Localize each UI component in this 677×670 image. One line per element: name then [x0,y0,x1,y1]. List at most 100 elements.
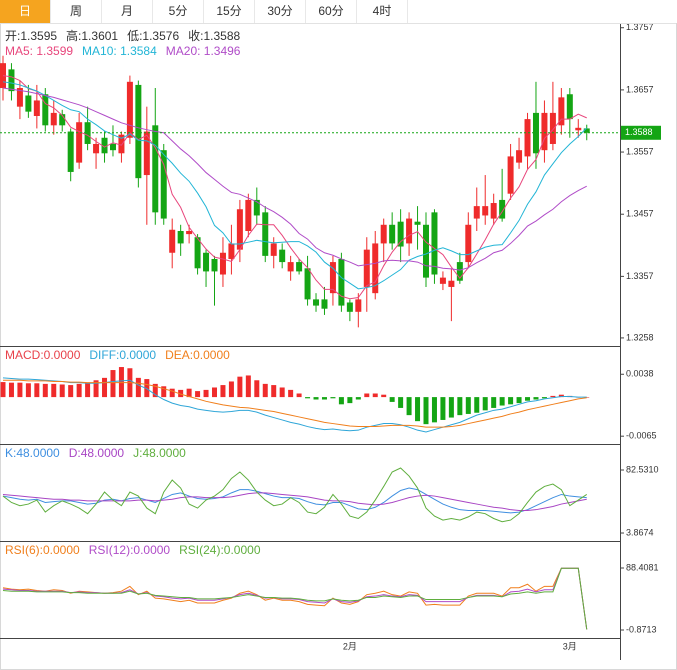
macd-bar [254,380,260,398]
period-tab[interactable]: 15分 [204,0,255,23]
period-tab[interactable]: 周 [51,0,102,23]
macd-bar [415,397,421,422]
macd-bar [305,397,311,399]
macd-bar [516,397,522,404]
y-tick-label: 3.8674 [626,527,654,537]
candle-body [177,231,184,244]
candle-body [279,249,286,263]
candle-body [126,81,133,138]
macd-bar [25,383,31,398]
period-tab[interactable]: 60分 [306,0,357,23]
macd-bar [195,391,201,398]
candle-body [431,212,438,275]
candle-body [93,143,100,154]
macd-bar [93,380,99,398]
macd-bar [144,379,150,398]
macd-bar [203,389,209,398]
legend-label: RSI(12):0.0000 [89,543,171,557]
period-tab[interactable]: 5分 [153,0,204,23]
candle-body [253,199,260,216]
period-tab[interactable]: 月 [102,0,153,23]
period-tab[interactable]: 30分 [255,0,306,23]
y-tick-label: 1.3657 [626,84,654,94]
candle-body [59,114,66,126]
macd-bar [372,393,378,398]
candle-body [490,203,497,219]
macd-bar [220,385,226,398]
candle-body [524,119,531,157]
legend-label: DEA:0.0000 [165,348,230,362]
candle-body [101,137,108,154]
candle-body [67,131,74,172]
candle-body [473,206,480,219]
macd-bar [169,388,175,398]
period-tab[interactable]: 4时 [357,0,408,23]
candle-body [211,258,218,272]
macd-bar [85,382,91,398]
y-tick-label: -0.8713 [626,624,657,634]
legend-label: 高:1.3601 [66,28,118,43]
macd-bar [398,397,404,408]
macd-bar [491,397,497,408]
macd-bar [440,397,446,420]
candle-body [228,243,235,259]
candle-body [507,156,514,194]
candle-body [465,224,472,263]
macd-bar [465,397,471,414]
period-tabs: 日周月 5分 15分 30分 60分 4时 [0,0,676,24]
y-tick-label: 82.5310 [626,464,659,474]
candle-body [203,252,210,272]
candle-body [143,131,150,176]
macd-bar [364,393,370,398]
macd-bar [541,397,547,399]
legend-label: MA10: 1.3584 [82,44,157,58]
series-line [2,487,587,514]
candle-body [219,252,226,275]
macd-bar [8,382,14,398]
macd-bar [508,397,514,405]
candle-body [42,94,49,126]
series-line [2,75,587,300]
macd-bar [34,383,40,398]
candle-body [296,262,303,272]
candle-body [262,212,269,256]
legend-label: J:48.0000 [133,446,186,460]
series-line [3,379,587,428]
macd-bar [42,383,48,398]
legend-label: 低:1.3576 [127,29,179,43]
series-line [2,377,587,433]
y-tick-label: 1.3357 [626,271,654,281]
candle-body [338,258,345,306]
last-price-label: 1.3588 [625,127,653,137]
macd-bar [321,397,327,400]
legend-label: MA20: 1.3496 [166,44,241,58]
macd-bar [279,387,285,398]
last-price-box [621,125,661,140]
macd-bar [76,383,82,398]
macd-bar [474,397,480,413]
macd-bar [110,370,116,398]
macd-bar [296,393,302,398]
y-tick-label: -0.0065 [626,431,657,441]
candle-body [169,229,176,253]
candle-body [448,280,455,287]
candle-body [194,237,201,269]
candle-body [532,112,539,154]
macd-bar [135,377,141,398]
candle-body [109,143,116,151]
candle-body [389,224,396,244]
legend-label: 收:1.3588 [188,29,240,43]
candle-body [304,268,311,300]
candle-body [118,134,125,154]
legend-label: 开:1.3595 [5,29,57,43]
candle-body [33,100,40,116]
macd-bar [237,376,243,398]
period-tab[interactable]: 日 [0,0,51,23]
candle-body [575,127,582,131]
series-line [2,81,588,290]
candle-body [160,150,167,219]
macd-bar [118,367,124,398]
y-tick-label: 1.3258 [626,332,654,342]
